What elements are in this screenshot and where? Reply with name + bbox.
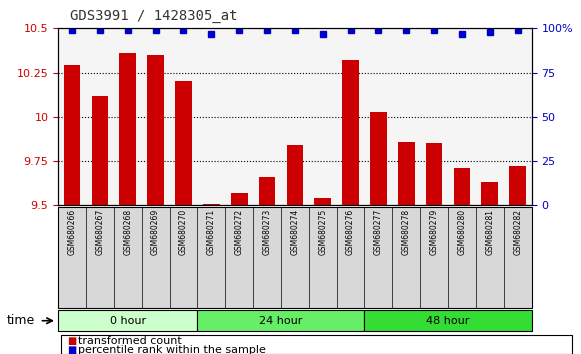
Text: time: time <box>7 314 35 327</box>
Text: GSM680267: GSM680267 <box>95 209 105 255</box>
Text: GSM680278: GSM680278 <box>402 209 411 255</box>
Text: GSM680275: GSM680275 <box>318 209 327 255</box>
Bar <box>147 55 164 205</box>
Bar <box>482 182 498 205</box>
Bar <box>314 198 331 205</box>
Text: GSM680272: GSM680272 <box>235 209 243 255</box>
Bar <box>454 168 471 205</box>
Text: GSM680271: GSM680271 <box>207 209 216 255</box>
Text: GSM680280: GSM680280 <box>457 209 467 255</box>
Text: GSM680273: GSM680273 <box>263 209 271 255</box>
Bar <box>286 145 303 205</box>
Bar <box>370 112 387 205</box>
Bar <box>510 166 526 205</box>
Bar <box>259 177 275 205</box>
Text: ■: ■ <box>67 336 76 346</box>
Text: 24 hour: 24 hour <box>259 316 303 326</box>
Bar <box>175 81 192 205</box>
Text: GSM680274: GSM680274 <box>290 209 299 255</box>
Text: GSM680276: GSM680276 <box>346 209 355 255</box>
Text: GSM680277: GSM680277 <box>374 209 383 255</box>
Text: 0 hour: 0 hour <box>110 316 146 326</box>
Bar <box>92 96 108 205</box>
Text: GSM680266: GSM680266 <box>67 209 77 255</box>
Text: percentile rank within the sample: percentile rank within the sample <box>78 345 266 354</box>
Text: 48 hour: 48 hour <box>426 316 470 326</box>
Bar <box>398 142 415 205</box>
Bar <box>64 65 80 205</box>
Bar <box>426 143 443 205</box>
Bar <box>231 193 248 205</box>
Bar <box>342 60 359 205</box>
Text: GSM680269: GSM680269 <box>151 209 160 255</box>
Text: GSM680281: GSM680281 <box>485 209 494 255</box>
Text: GSM680279: GSM680279 <box>429 209 439 255</box>
Bar <box>203 204 220 205</box>
Text: ■: ■ <box>67 345 76 354</box>
Text: GSM680268: GSM680268 <box>123 209 132 255</box>
Bar <box>119 53 136 205</box>
Text: GSM680282: GSM680282 <box>513 209 522 255</box>
Text: transformed count: transformed count <box>78 336 182 346</box>
Text: GDS3991 / 1428305_at: GDS3991 / 1428305_at <box>70 9 237 23</box>
Text: GSM680270: GSM680270 <box>179 209 188 255</box>
